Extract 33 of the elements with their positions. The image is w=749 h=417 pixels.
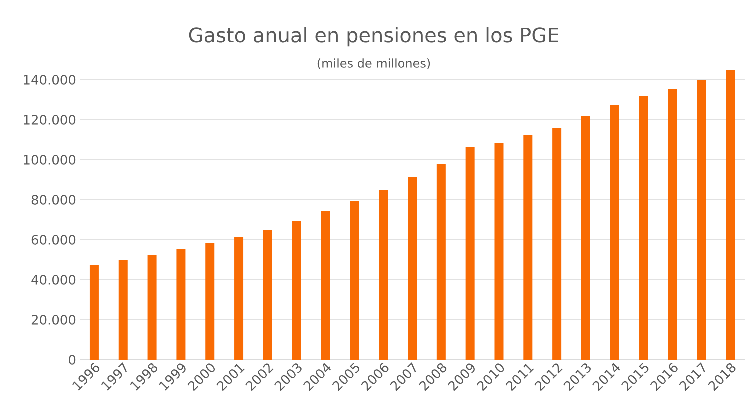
bar: [408, 176, 418, 360]
bar: [610, 104, 620, 360]
bar: [234, 236, 244, 360]
bar: [148, 254, 157, 360]
chart-subtitle: (miles de millones): [318, 58, 430, 70]
bar: [639, 96, 648, 360]
y-tick-label: 0: [69, 355, 76, 365]
y-tick-label: 80.000: [32, 195, 76, 205]
bar: [581, 116, 590, 360]
bar: [697, 80, 706, 360]
bar: [494, 142, 504, 360]
bar: [726, 70, 736, 360]
bar: [292, 220, 302, 360]
bar: [321, 210, 330, 360]
y-tick-label: 120.000: [24, 115, 76, 125]
y-tick-label: 140.000: [24, 75, 76, 85]
bar: [206, 242, 215, 360]
bar: [350, 200, 360, 360]
bar: [524, 134, 533, 360]
bar: [466, 146, 475, 360]
y-tick-label: 60.000: [32, 235, 76, 245]
chart-title: Gasto anual en pensiones en los PGE: [189, 27, 558, 47]
bar: [90, 264, 99, 360]
bar: [436, 164, 446, 360]
bar: [263, 230, 272, 360]
bar: [552, 128, 562, 360]
bar: [668, 88, 678, 360]
bar: [176, 248, 186, 360]
y-tick-label: 100.000: [24, 155, 76, 165]
bar: [379, 190, 388, 360]
y-tick-label: 20.000: [32, 315, 76, 325]
bar: [118, 260, 128, 360]
y-tick-label: 40.000: [32, 275, 76, 285]
